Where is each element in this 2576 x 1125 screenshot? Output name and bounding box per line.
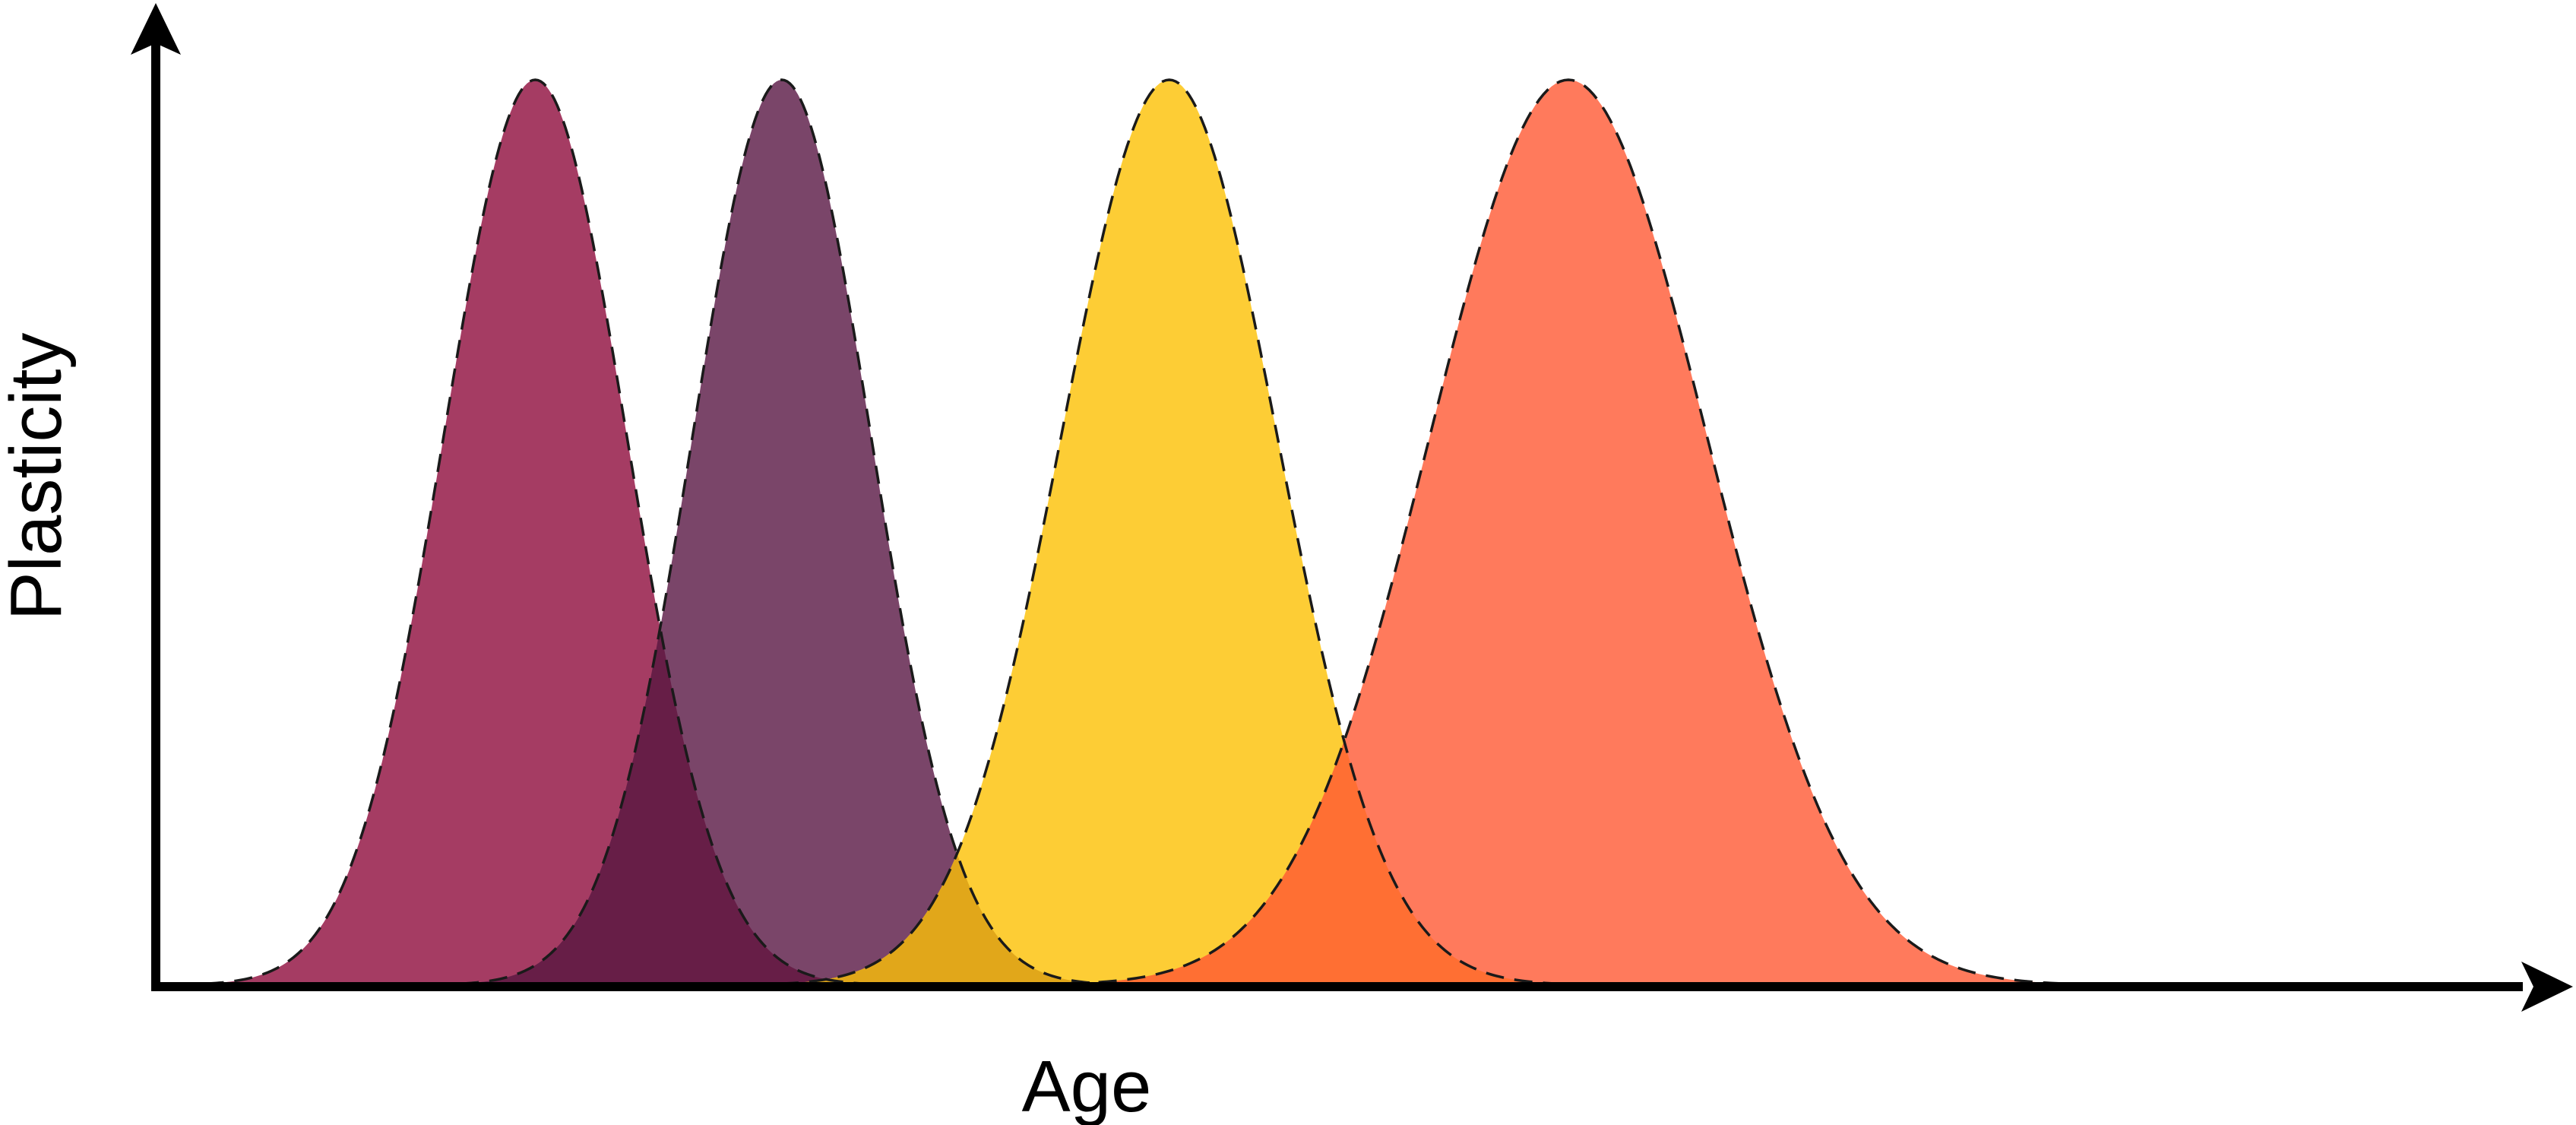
x-axis-title: Age	[1022, 1046, 1152, 1125]
curve-outlines-layer	[205, 78, 2068, 985]
curve-outline-3	[780, 78, 1559, 985]
curve-area-3	[780, 80, 1559, 985]
curve-outline-1	[205, 78, 866, 985]
y-axis-title: Plasticity	[0, 333, 77, 621]
curve-area-1	[205, 80, 866, 985]
curve-outline-4	[1069, 78, 2068, 985]
y-axis-arrowhead	[131, 3, 181, 55]
x-axis-arrowhead	[2521, 962, 2573, 1012]
curves-layer	[205, 80, 2068, 985]
axes	[131, 3, 2573, 1012]
curve-outline-2	[460, 78, 1103, 985]
curve-area-2	[460, 80, 1103, 985]
curve-area-4	[1069, 80, 2068, 985]
